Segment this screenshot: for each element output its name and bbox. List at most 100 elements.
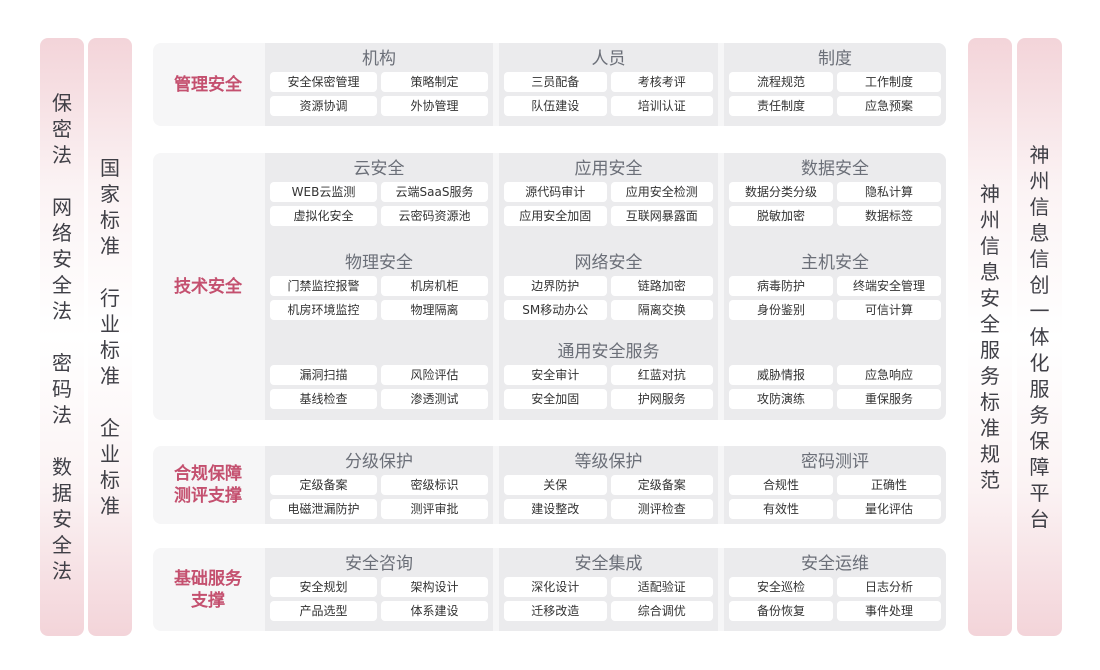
service-item: 定级备案 bbox=[610, 475, 713, 495]
group-title: 物理安全 bbox=[345, 253, 413, 273]
service-item: 风险评估 bbox=[381, 365, 488, 385]
group: 应用安全源代码审计 应用安全检测 应用安全加固 互联网暴露面 bbox=[499, 153, 718, 242]
service-item: 考核考评 bbox=[610, 72, 713, 92]
service-item: 互联网暴露面 bbox=[610, 206, 713, 226]
laws-column: 保密法 网络安全法 密码法 数据安全法 bbox=[40, 38, 84, 636]
group-title: 人员 bbox=[591, 49, 626, 69]
service-item: 渗透测试 bbox=[381, 389, 488, 409]
group: 安全咨询 安全规划 架构设计 产品选型 体系建设 bbox=[265, 548, 493, 631]
service-standard-column: 神州信息安全服务标准规范 bbox=[968, 38, 1012, 636]
group-columns: 云安全 WEB云监测 云端SaaS服务 虚拟化安全 云密码资源池 应用安全 源代码审计 应用安… bbox=[263, 153, 946, 420]
item-grid: 三员配备 考核考评 队伍建设 培训认证 bbox=[504, 72, 713, 116]
group-row: 机构 安全保密管理 策略制定 资源协调 外协管理 人员 三员配备 考核考评 队伍建设 培训认证 制度… bbox=[263, 43, 946, 126]
service-item: 门禁监控报警 bbox=[270, 276, 377, 296]
service-item: 可信计算 bbox=[837, 300, 941, 320]
group-title: 密码测评 bbox=[801, 452, 869, 472]
item-grid: 漏洞扫描 风险评估 基线检查 渗透测试 bbox=[270, 365, 488, 409]
group: 主机安全 病毒防护 终端安全管理 身份鉴别 可信计算 bbox=[724, 242, 946, 331]
group-columns: 安全咨询 安全规划 架构设计 产品选型 体系建设 安全集成 深化设计 适配验证 迁移改造 综合调优… bbox=[263, 548, 946, 631]
service-item: 隐私计算 bbox=[837, 182, 941, 202]
service-item: 机房机柜 bbox=[381, 276, 488, 296]
group-columns: 机构 安全保密管理 策略制定 资源协调 外协管理 人员 三员配备 考核考评 队伍建设 培训认证 制度… bbox=[263, 43, 946, 126]
section-label: 基础服务 支撑 bbox=[174, 568, 242, 611]
service-item: 工作制度 bbox=[837, 72, 941, 92]
section: 基础服务 支撑 安全咨询 安全规划 架构设计 产品选型 体系建设 安全集成 深化设计 适配验证迁… bbox=[153, 548, 946, 631]
service-item: 数据标签 bbox=[837, 206, 941, 226]
service-item: 建设整改 bbox=[504, 499, 607, 519]
service-item: 深化设计 bbox=[504, 577, 607, 597]
group: 云安全 WEB云监测 云端SaaS服务 虚拟化安全 云密码资源池 bbox=[265, 153, 493, 242]
item-grid: 门禁监控报警 机房机柜 机房环境监控 物理隔离 bbox=[270, 276, 488, 320]
service-item: 测评检查 bbox=[610, 499, 713, 519]
service-item: 重保服务 bbox=[837, 389, 941, 409]
section-label: 管理安全 bbox=[174, 74, 242, 95]
service-item: 有效性 bbox=[729, 499, 833, 519]
service-item: 综合调优 bbox=[610, 601, 713, 621]
group-title: 通用安全服务 bbox=[557, 342, 660, 362]
service-item: 安全巡检 bbox=[729, 577, 833, 597]
item-grid: 源代码审计 应用安全检测 应用安全加固 互联网暴露面 bbox=[504, 182, 713, 226]
item-grid: 定级备案 密级标识 电磁泄漏防护 测评审批 bbox=[270, 475, 488, 519]
service-item: 终端安全管理 bbox=[837, 276, 941, 296]
service-item: 三员配备 bbox=[504, 72, 607, 92]
service-item: 应急响应 bbox=[837, 365, 941, 385]
service-item: 关保 bbox=[504, 475, 607, 495]
group-row: 分级保护 定级备案 密级标识 电磁泄漏防护 测评审批 等级保护 关保 定级备案 建设整改 测评检查… bbox=[263, 446, 946, 524]
item-grid: 关保 定级备案 建设整改 测评检查 bbox=[504, 475, 713, 519]
service-item: 测评审批 bbox=[381, 499, 488, 519]
service-item: 身份鉴别 bbox=[729, 300, 833, 320]
service-item: 虚拟化安全 bbox=[270, 206, 377, 226]
service-item: 链路加密 bbox=[610, 276, 713, 296]
service-item: 护网服务 bbox=[610, 389, 713, 409]
standards-column: 国家标准 行业标准 企业标准 bbox=[88, 38, 132, 636]
group-title: 云安全 bbox=[353, 159, 405, 179]
service-item: 病毒防护 bbox=[729, 276, 833, 296]
service-item: 物理隔离 bbox=[381, 300, 488, 320]
service-item: 迁移改造 bbox=[504, 601, 607, 621]
service-item: 电磁泄漏防护 bbox=[270, 499, 377, 519]
group-title: 数据安全 bbox=[801, 159, 869, 179]
service-item: 备份恢复 bbox=[729, 601, 833, 621]
platform-column: 神州信息信创一体化服务保障平台 bbox=[1017, 38, 1062, 636]
service-item: 事件处理 bbox=[837, 601, 941, 621]
service-item: 机房环境监控 bbox=[270, 300, 377, 320]
service-item: 安全审计 bbox=[504, 365, 607, 385]
service-item: 攻防演练 bbox=[729, 389, 833, 409]
group-title: 机构 bbox=[362, 49, 396, 69]
service-standard-text: 神州信息安全服务标准规范 bbox=[980, 182, 1000, 492]
group-title: 分级保护 bbox=[345, 452, 413, 472]
service-item: 边界防护 bbox=[504, 276, 607, 296]
section-label: 合规保障 测评支撑 bbox=[174, 464, 242, 506]
item-grid: 病毒防护 终端安全管理 身份鉴别 可信计算 bbox=[729, 276, 941, 320]
group-title: 应用安全 bbox=[574, 159, 643, 179]
item-grid: 数据分类分级 隐私计算 脱敏加密 数据标签 bbox=[729, 182, 941, 226]
service-item: 队伍建设 bbox=[504, 96, 607, 116]
service-item: 适配验证 bbox=[610, 577, 713, 597]
section: 管理安全 机构 安全保密管理 策略制定 资源协调 外协管理 人员 三员配备 考核考评 队伍建设 培训… bbox=[153, 43, 946, 126]
service-item: 隔离交换 bbox=[610, 300, 713, 320]
service-item: 威胁情报 bbox=[729, 365, 833, 385]
service-item: 基线检查 bbox=[270, 389, 377, 409]
service-item: 密级标识 bbox=[381, 475, 488, 495]
service-item: SM移动办公 bbox=[504, 300, 607, 320]
service-item: 脱敏加密 bbox=[729, 206, 833, 226]
item-grid: 边界防护 链路加密 SM移动办公 隔离交换 bbox=[504, 276, 713, 320]
service-item: 正确性 bbox=[837, 475, 941, 495]
group: 物理安全门禁监控报警 机房机柜 机房环境监控 物理隔离 bbox=[265, 242, 493, 331]
service-item: 量化评估 bbox=[837, 499, 941, 519]
group-row: 安全咨询 安全规划 架构设计 产品选型 体系建设 安全集成 深化设计 适配验证 迁移改造 综合调优… bbox=[263, 548, 946, 631]
group: 机构 安全保密管理 策略制定 资源协调 外协管理 bbox=[265, 43, 493, 126]
service-item: 合规性 bbox=[729, 475, 833, 495]
service-item: 责任制度 bbox=[729, 96, 833, 116]
service-item: 云端SaaS服务 bbox=[381, 182, 488, 202]
group: 密码测评合规性 正确性 有效性 量化评估 bbox=[724, 446, 946, 524]
group: 人员三员配备 考核考评 队伍建设 培训认证 bbox=[499, 43, 718, 126]
section: 技术安全 云安全 WEB云监测 云端SaaS服务 虚拟化安全 云密码资源池 应用安全 源代码审… bbox=[153, 153, 946, 420]
item-grid: 威胁情报 应急响应 攻防演练 重保服务 bbox=[729, 365, 941, 409]
section: 合规保障 测评支撑 分级保护 定级备案 密级标识 电磁泄漏防护 测评审批 等级保护 关保 定级备… bbox=[153, 446, 946, 524]
group: 安全运维 安全巡检 日志分析 备份恢复 事件处理 bbox=[724, 548, 946, 631]
service-item: 安全规划 bbox=[270, 577, 377, 597]
laws-text: 保密法 网络安全法 密码法 数据安全法 bbox=[52, 91, 72, 583]
service-item: WEB云监测 bbox=[270, 182, 377, 202]
service-item: 云密码资源池 bbox=[381, 206, 488, 226]
